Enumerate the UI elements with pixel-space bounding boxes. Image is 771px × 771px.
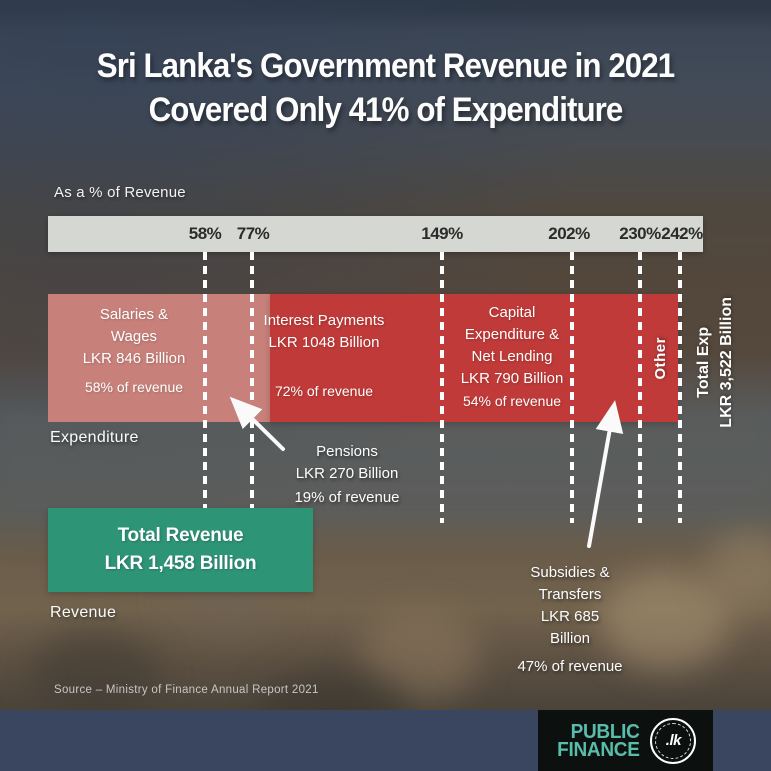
total-revenue-title: Total Revenue bbox=[117, 525, 244, 546]
brand-text: PUBLIC FINANCE bbox=[556, 720, 640, 761]
chart-title-line2: Covered Only 41% of Expenditure bbox=[148, 91, 624, 129]
lk-badge-icon: .lk bbox=[650, 717, 697, 764]
chart-title-line1: Sri Lanka's Government Revenue in 2021 bbox=[96, 47, 675, 85]
capital-title-line1: Capital bbox=[488, 304, 536, 321]
tick-gridline-242 bbox=[678, 252, 682, 523]
capital-title-line2: Expenditure & bbox=[464, 326, 560, 343]
total-expenditure-label-wrap: Total Exp LKR 3,522 Billion bbox=[692, 286, 738, 438]
revenue-row-label: Revenue bbox=[50, 604, 117, 621]
tick-gridline-77 bbox=[250, 252, 254, 508]
total-revenue-box: Total Revenue LKR 1,458 Billion bbox=[48, 508, 313, 592]
salaries-share: 58% of revenue bbox=[84, 379, 184, 395]
interest-title: Interest Payments bbox=[263, 312, 385, 329]
capital-value: LKR 790 Billion bbox=[460, 370, 564, 387]
subsidies-value-line1: LKR 685 bbox=[540, 608, 600, 625]
tick-gridline-230 bbox=[638, 252, 642, 523]
pensions-annotation: Pensions LKR 270 Billion 19% of revenue bbox=[262, 441, 432, 509]
chart-title: Sri Lanka's Government Revenue in 2021 C… bbox=[31, 44, 740, 132]
lk-badge-label: .lk bbox=[665, 732, 682, 749]
salaries-title-line1: Salaries & bbox=[99, 306, 169, 323]
axis-tick-149: 149% bbox=[421, 224, 463, 243]
expenditure-row-label: Expenditure bbox=[50, 429, 139, 446]
capital-title-line3: Net Lending bbox=[471, 348, 553, 365]
tick-gridline-58 bbox=[203, 252, 207, 508]
axis-tick-202: 202% bbox=[548, 224, 590, 243]
subsidies-share: 47% of revenue bbox=[517, 658, 623, 675]
pensions-value: LKR 270 Billion bbox=[295, 465, 399, 482]
capital-share: 54% of revenue bbox=[462, 393, 562, 409]
brand-line1: PUBLIC bbox=[570, 720, 640, 743]
other-segment-label-wrap: Other bbox=[645, 294, 675, 422]
salaries-title-line2: Wages bbox=[110, 328, 158, 345]
source-text: Source – Ministry of Finance Annual Repo… bbox=[54, 684, 319, 696]
tick-gridline-149 bbox=[440, 252, 444, 523]
background-bokeh-blob bbox=[705, 530, 771, 610]
axis-tick-58: 58% bbox=[188, 224, 222, 243]
salaries-value: LKR 846 Billion bbox=[82, 350, 186, 367]
publicfinance-logo: PUBLIC FINANCE .lk bbox=[538, 710, 713, 771]
interest-segment-label: Interest Payments LKR 1048 Billion 72% o… bbox=[244, 310, 404, 402]
total-expenditure-label: Total Exp LKR 3,522 Billion bbox=[692, 297, 738, 428]
subsidies-value-line2: Billion bbox=[549, 630, 591, 647]
axis-tick-242: 242% bbox=[661, 224, 703, 243]
salaries-segment-label: Salaries & Wages LKR 846 Billion 58% of … bbox=[48, 304, 220, 398]
total-revenue-value: LKR 1,458 Billion bbox=[104, 553, 257, 574]
footer-band: PUBLIC FINANCE .lk bbox=[0, 710, 771, 771]
tick-gridline-202 bbox=[570, 252, 574, 523]
subsidies-annotation: Subsidies & Transfers LKR 685 Billion 47… bbox=[485, 562, 655, 678]
background-gray-band bbox=[0, 412, 771, 520]
pensions-title: Pensions bbox=[316, 443, 378, 460]
brand-line2: FINANCE bbox=[556, 738, 640, 761]
axis-label: As a % of Revenue bbox=[54, 184, 186, 201]
percentage-scale-bar bbox=[48, 216, 703, 252]
total-exp-value: LKR 3,522 Billion bbox=[718, 296, 735, 428]
capital-segment-label: Capital Expenditure & Net Lending LKR 79… bbox=[450, 302, 574, 412]
axis-tick-230: 230% bbox=[619, 224, 661, 243]
interest-share: 72% of revenue bbox=[274, 383, 374, 399]
axis-tick-77: 77% bbox=[236, 224, 270, 243]
pensions-share: 19% of revenue bbox=[294, 489, 400, 506]
other-segment-label: Other bbox=[651, 336, 669, 380]
subsidies-title-line1: Subsidies & bbox=[530, 564, 610, 581]
interest-value: LKR 1048 Billion bbox=[268, 334, 380, 351]
subsidies-title-line2: Transfers bbox=[538, 586, 602, 603]
total-exp-title: Total Exp bbox=[695, 326, 712, 398]
background-bokeh-blob bbox=[30, 630, 160, 720]
